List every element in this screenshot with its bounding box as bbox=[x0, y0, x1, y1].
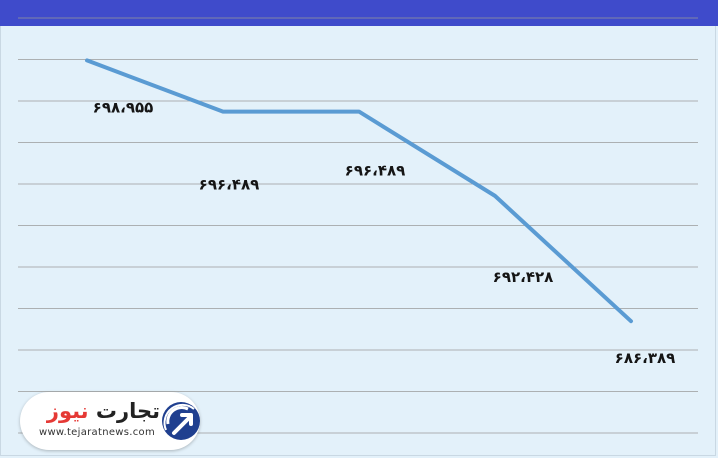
data-label: ۶۸۶،۳۸۹ bbox=[615, 349, 676, 367]
chart-frame bbox=[0, 26, 716, 456]
header-bar bbox=[0, 0, 718, 26]
gridlines bbox=[18, 17, 698, 434]
logo-name: تجارت نیوز bbox=[30, 399, 160, 423]
logo-name-part2: نیوز bbox=[46, 399, 89, 423]
data-label: ۶۹۲،۴۲۸ bbox=[493, 268, 554, 286]
logo-mark-icon bbox=[162, 402, 200, 440]
data-label: ۶۹۶،۴۸۹ bbox=[199, 176, 260, 194]
logo-url: www.tejaratnews.com bbox=[38, 427, 156, 438]
logo-name-part1: تجارت bbox=[95, 399, 160, 423]
tejaratnews-logo: تجارت نیوز www.tejaratnews.com bbox=[20, 392, 200, 450]
data-label: ۶۹۶،۴۸۹ bbox=[345, 162, 406, 180]
data-labels: ۶۹۸،۹۵۵ ۶۹۶،۴۸۹ ۶۹۶،۴۸۹ ۶۹۲،۴۲۸ ۶۸۶،۳۸۹ bbox=[93, 98, 676, 367]
series-line bbox=[85, 58, 633, 324]
data-label: ۶۹۸،۹۵۵ bbox=[93, 98, 154, 116]
